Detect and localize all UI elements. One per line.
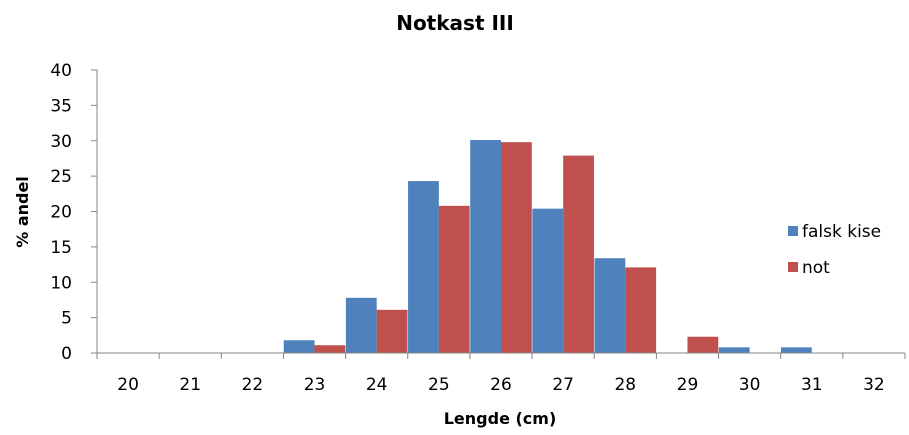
x-tick-label: 22 bbox=[242, 375, 264, 395]
x-axis: 20 21 22 23 24 25 26 27 28 29 30 31 32 bbox=[96, 353, 906, 395]
legend: falsk kise not bbox=[788, 222, 881, 278]
bar-falsk-kise-26 bbox=[470, 140, 501, 353]
y-tick-label: 35 bbox=[50, 96, 72, 116]
chart-title: Notkast III bbox=[396, 11, 514, 35]
x-tick-label: 20 bbox=[117, 375, 139, 395]
y-tick-label: 25 bbox=[50, 167, 72, 187]
x-tick-label: 30 bbox=[739, 375, 761, 395]
x-tick-label: 31 bbox=[801, 375, 823, 395]
bar-falsk-kise-25 bbox=[408, 181, 439, 353]
y-tick-label: 5 bbox=[61, 309, 72, 329]
legend-label-not: not bbox=[802, 258, 830, 278]
x-tick-label: 28 bbox=[614, 375, 636, 395]
bar-falsk-kise-23 bbox=[283, 340, 315, 353]
x-tick-label: 21 bbox=[179, 375, 201, 395]
bar-falsk-kise-28 bbox=[594, 258, 626, 353]
bars bbox=[283, 140, 812, 353]
bar-falsk-kise-31 bbox=[780, 347, 812, 353]
bar-not-29 bbox=[687, 336, 719, 353]
bar-not-25 bbox=[438, 205, 470, 353]
bar-falsk-kise-27 bbox=[532, 208, 564, 353]
y-axis-label: % andel bbox=[13, 176, 32, 248]
bar-falsk-kise-24 bbox=[345, 297, 377, 353]
y-tick-label: 40 bbox=[50, 61, 72, 81]
x-tick-label: 29 bbox=[677, 375, 699, 395]
bar-not-24 bbox=[376, 309, 408, 353]
bar-falsk-kise-30 bbox=[718, 347, 750, 353]
bar-not-23 bbox=[314, 345, 346, 353]
y-tick-label: 0 bbox=[61, 344, 72, 364]
y-tick-label: 15 bbox=[50, 238, 72, 258]
x-axis-label: Lengde (cm) bbox=[444, 409, 557, 428]
y-tick-label: 30 bbox=[50, 132, 72, 152]
x-tick-label: 27 bbox=[552, 375, 574, 395]
legend-swatch-not bbox=[788, 262, 798, 272]
legend-label-falsk-kise: falsk kise bbox=[802, 222, 881, 242]
x-tick-label: 26 bbox=[490, 375, 512, 395]
x-tick-label: 32 bbox=[863, 375, 885, 395]
bar-not-26 bbox=[501, 142, 532, 353]
x-tick-label: 23 bbox=[304, 375, 326, 395]
x-tick-label: 24 bbox=[366, 375, 388, 395]
x-tick-label: 25 bbox=[428, 375, 450, 395]
legend-swatch-falsk-kise bbox=[788, 226, 798, 236]
y-tick-label: 20 bbox=[50, 203, 72, 223]
y-tick-label: 10 bbox=[50, 273, 72, 293]
y-axis: 0 5 10 15 20 25 30 35 40 bbox=[50, 61, 97, 364]
bar-not-27 bbox=[563, 155, 594, 353]
bar-not-28 bbox=[625, 267, 657, 353]
